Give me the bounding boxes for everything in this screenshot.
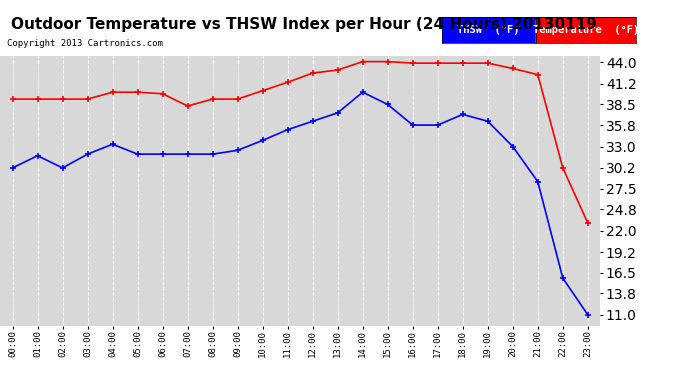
Text: Temperature  (°F): Temperature (°F) <box>533 25 639 35</box>
Text: Copyright 2013 Cartronics.com: Copyright 2013 Cartronics.com <box>7 39 163 48</box>
Text: THSW  (°F): THSW (°F) <box>457 25 520 35</box>
Text: Outdoor Temperature vs THSW Index per Hour (24 Hours) 20130119: Outdoor Temperature vs THSW Index per Ho… <box>11 17 596 32</box>
